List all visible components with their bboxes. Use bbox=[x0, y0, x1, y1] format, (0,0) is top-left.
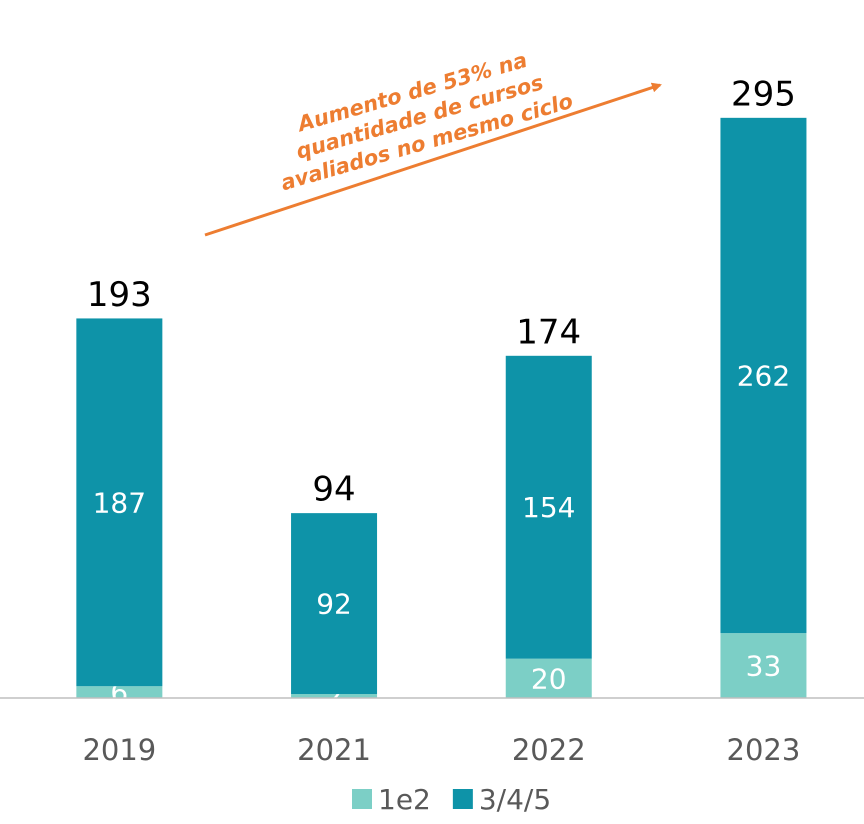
total-label: 174 bbox=[516, 312, 581, 352]
x-tick-label: 2022 bbox=[512, 733, 586, 767]
bar-segment bbox=[505, 658, 592, 698]
bar-segment bbox=[76, 686, 163, 698]
bar-segment bbox=[76, 318, 163, 687]
total-label: 193 bbox=[87, 275, 152, 315]
x-tick-label: 2021 bbox=[297, 733, 371, 767]
segment-label: 92 bbox=[316, 588, 352, 621]
legend-swatch bbox=[352, 789, 372, 809]
x-tick-label: 2019 bbox=[82, 733, 156, 767]
bar-segment bbox=[505, 355, 592, 659]
segment-label: 262 bbox=[737, 359, 790, 392]
bar-segment bbox=[291, 694, 378, 698]
x-tick-label: 2023 bbox=[727, 733, 801, 767]
total-label: 295 bbox=[731, 74, 796, 114]
legend-label: 3/4/5 bbox=[479, 783, 551, 816]
bar-segment bbox=[720, 117, 807, 634]
segment-label: 20 bbox=[531, 662, 567, 695]
bar-segment bbox=[291, 513, 378, 695]
segment-label: 33 bbox=[746, 650, 782, 683]
bar-segment bbox=[720, 633, 807, 698]
legend-swatch bbox=[452, 789, 473, 809]
segment-label: 154 bbox=[522, 491, 575, 524]
total-label: 94 bbox=[312, 470, 355, 510]
segment-label: 187 bbox=[93, 486, 146, 519]
legend-label: 1e2 bbox=[378, 783, 431, 816]
trend-arrow bbox=[204, 82, 662, 237]
